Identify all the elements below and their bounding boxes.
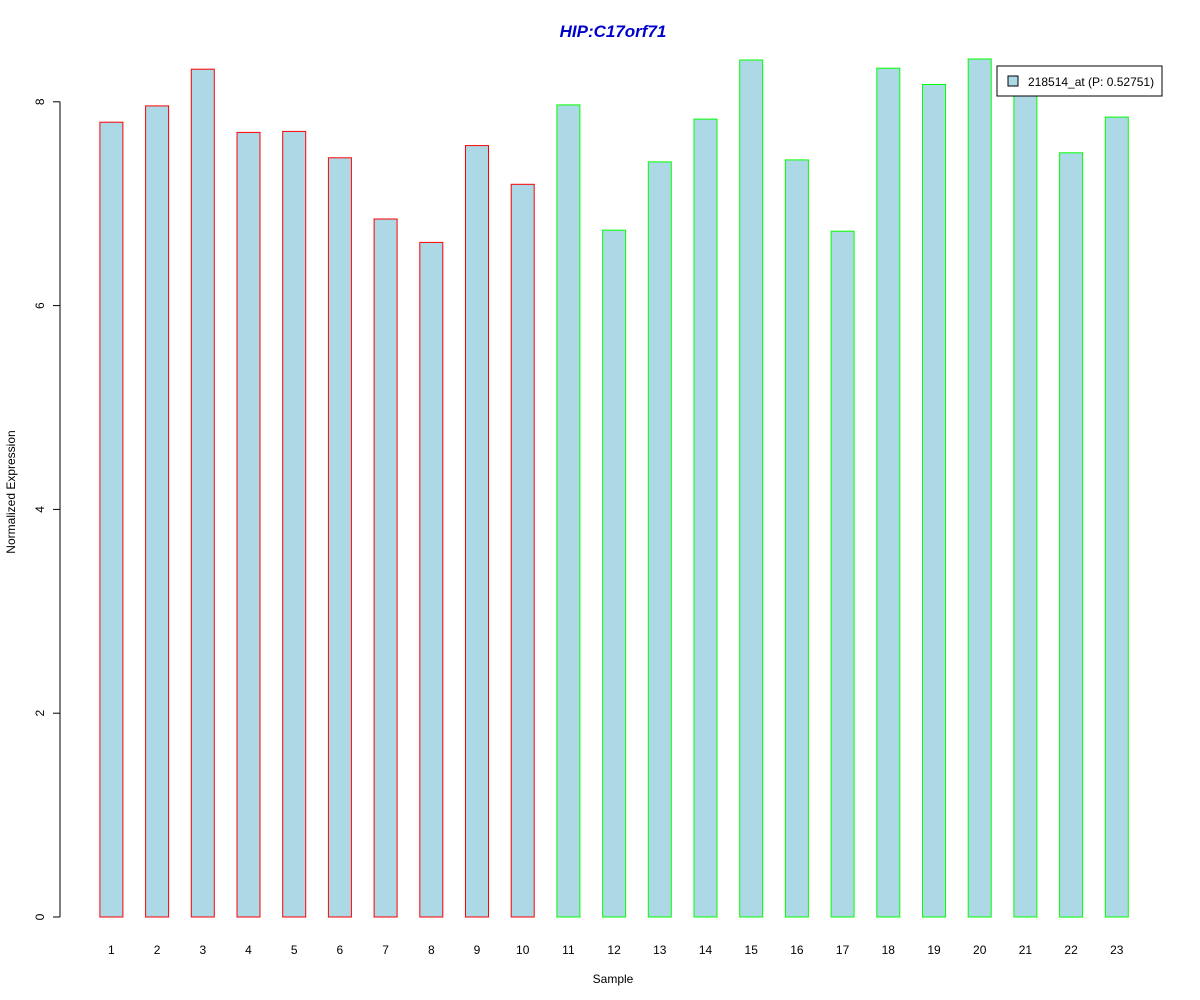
x-tick-label: 18	[882, 943, 896, 957]
legend-label: 218514_at (P: 0.52751)	[1028, 75, 1154, 89]
x-tick-label: 22	[1064, 943, 1078, 957]
bar	[1104, 116, 1129, 918]
x-tick-label: 17	[836, 943, 850, 957]
y-axis: 0 2 4 6 8	[33, 98, 61, 920]
bar	[145, 105, 170, 918]
bar	[693, 118, 718, 918]
bars-group	[99, 58, 1129, 918]
x-tick-label: 19	[927, 943, 941, 957]
bar	[556, 104, 581, 918]
x-tick-label: 10	[516, 943, 530, 957]
x-tick-label: 7	[382, 943, 389, 957]
y-tick-label: 2	[33, 710, 47, 717]
y-tick-label: 6	[33, 302, 47, 309]
x-tick-label: 14	[699, 943, 713, 957]
y-axis-title: Normalized Expression	[4, 430, 18, 553]
x-tick-label: 23	[1110, 943, 1124, 957]
bar	[373, 218, 398, 918]
y-tick-label: 4	[33, 506, 47, 513]
x-tick-label: 2	[154, 943, 161, 957]
legend: 218514_at (P: 0.52751)	[996, 65, 1163, 97]
x-tick-label: 11	[562, 943, 575, 957]
legend-box	[996, 65, 1163, 97]
bar	[1059, 152, 1084, 918]
x-tick-label: 3	[199, 943, 206, 957]
bar	[922, 84, 946, 918]
x-tick-label: 13	[653, 943, 667, 957]
x-tick-label: 15	[745, 943, 759, 957]
bar	[510, 183, 535, 918]
x-tick-label: 6	[337, 943, 344, 957]
bar	[1013, 89, 1038, 918]
bar	[190, 68, 215, 918]
y-tick-label: 0	[33, 913, 47, 920]
bar	[327, 157, 352, 918]
bar	[647, 161, 672, 918]
x-tick-label: 16	[790, 943, 804, 957]
bar	[784, 159, 809, 918]
bar	[419, 241, 444, 918]
bar	[602, 229, 627, 918]
x-tick-label: 1	[108, 943, 115, 957]
y-tick-label: 8	[33, 98, 47, 105]
bar	[739, 59, 764, 918]
chart-title: HIP:C17orf71	[560, 22, 667, 41]
x-tick-label: 9	[474, 943, 481, 957]
bar	[830, 230, 855, 918]
legend-swatch	[1007, 75, 1019, 87]
x-tick-label: 5	[291, 943, 298, 957]
x-tick-label: 12	[607, 943, 621, 957]
x-tick-label: 21	[1019, 943, 1033, 957]
x-tick-label: 8	[428, 943, 435, 957]
bar	[876, 67, 901, 918]
bar	[282, 130, 307, 918]
bar	[99, 121, 124, 918]
x-tick-label: 4	[245, 943, 252, 957]
bar	[465, 145, 489, 918]
x-tick-labels: 1 2 3 4 5 6 7 8 9 10 11 12 13 14 15 16 17 18 19 20 21 22 23	[108, 943, 1124, 957]
x-tick-label: 20	[973, 943, 987, 957]
x-axis-title: Sample	[593, 972, 634, 986]
bar	[236, 131, 261, 918]
bar	[967, 58, 992, 918]
